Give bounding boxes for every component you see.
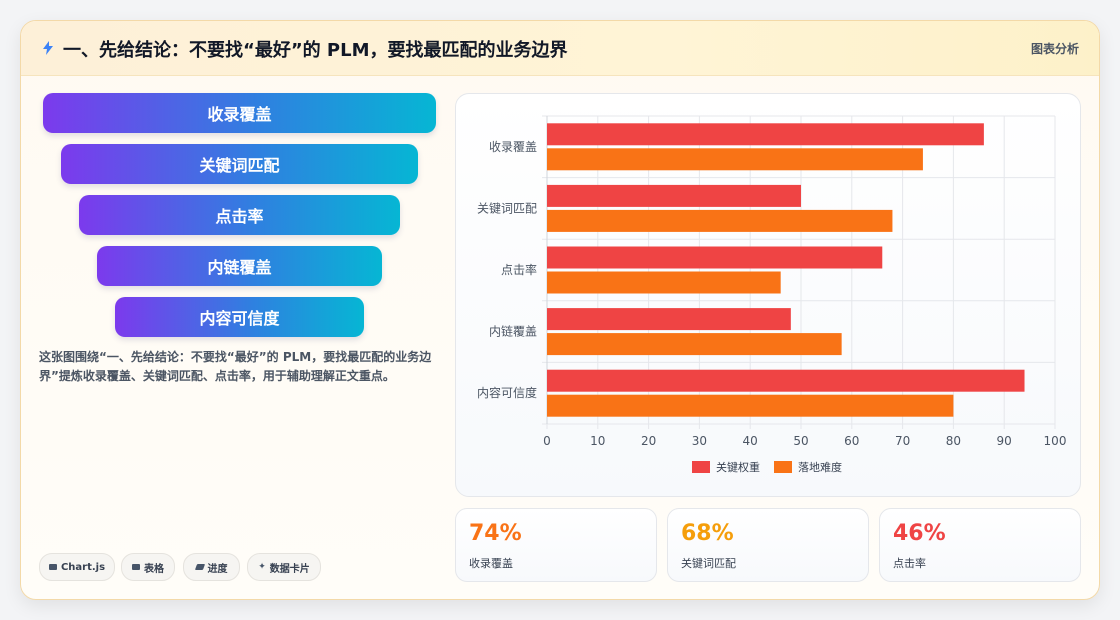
legend-label: 落地难度: [798, 460, 842, 474]
bar-chart-panel: 0 10 20 30 40 50 60 70 80 90 100 收录覆盖关键词匹配点击率内链覆盖内容…: [455, 93, 1081, 497]
funnel-item-3: 点击率: [79, 195, 400, 235]
y-tick-label: 收录覆盖: [489, 140, 537, 154]
chart-analysis-tag: 图表分析: [1030, 42, 1079, 56]
funnel-item-1: 收录覆盖: [43, 93, 436, 133]
sparkle-icon: ✦: [258, 562, 266, 572]
page-title: 一、先给结论：不要找“最好”的 PLM，要找最匹配的业务边界: [63, 40, 568, 61]
legend-swatch: [692, 461, 710, 473]
stat-label: 收录覆盖: [469, 557, 513, 570]
x-tick-label: 100: [1044, 434, 1067, 448]
bar: [547, 271, 781, 294]
chart-icon: [48, 564, 57, 570]
x-tick-label: 50: [793, 434, 808, 448]
stat-label: 点击率: [893, 557, 926, 570]
bar: [547, 308, 791, 331]
stat-card: 74% 收录覆盖: [455, 508, 657, 582]
bar: [547, 123, 984, 146]
bar: [547, 246, 883, 269]
y-tick-label: 内容可信度: [477, 385, 537, 400]
funnel-item-2: 关键词匹配: [61, 144, 418, 184]
table-icon: [132, 564, 140, 570]
x-tick-label: 80: [946, 434, 961, 448]
stat-value: 74%: [469, 521, 522, 546]
stat-card: 68% 关键词匹配: [667, 508, 869, 582]
stat-value: 68%: [681, 521, 734, 546]
bar: [547, 209, 893, 232]
bar: [547, 394, 954, 417]
chip-table[interactable]: 表格: [121, 553, 175, 581]
x-tick-label: 70: [895, 434, 910, 448]
funnel-item-5: 内容可信度: [115, 297, 364, 337]
stat-card: 46% 点击率: [879, 508, 1081, 582]
chart-card: 一、先给结论：不要找“最好”的 PLM，要找最匹配的业务边界 图表分析 收录覆盖…: [20, 20, 1100, 600]
x-tick-label: 30: [692, 434, 707, 448]
x-tick-label: 40: [743, 434, 758, 448]
chip-label: 进度: [207, 563, 228, 575]
progress-icon: [194, 564, 205, 570]
y-tick-label: 关键词匹配: [477, 201, 537, 215]
bar: [547, 333, 842, 356]
bar: [547, 369, 1025, 392]
chart-description: 这张图围绕“一、先给结论：不要找“最好”的 PLM，要找最匹配的业务边界”提炼收…: [39, 350, 432, 383]
legend-label: 关键权重: [716, 460, 760, 474]
funnel-item-4: 内链覆盖: [97, 246, 382, 286]
chip-chartjs[interactable]: Chart.js: [39, 553, 115, 581]
stat-value: 46%: [893, 521, 946, 546]
bar: [547, 148, 923, 171]
chip-label: Chart.js: [60, 561, 106, 573]
y-tick-label: 内链覆盖: [489, 324, 537, 339]
x-tick-label: 0: [543, 434, 551, 448]
y-tick-label: 点击率: [501, 262, 537, 277]
chip-label: 数据卡片: [269, 563, 310, 575]
bar: [547, 184, 801, 207]
stat-label: 关键词匹配: [681, 557, 736, 570]
x-tick-label: 20: [641, 434, 656, 448]
x-tick-label: 10: [590, 434, 605, 448]
legend-swatch: [774, 461, 792, 473]
card-header: 一、先给结论：不要找“最好”的 PLM，要找最匹配的业务边界 图表分析: [21, 21, 1099, 76]
chip-data-card[interactable]: ✦ 数据卡片: [247, 553, 321, 581]
lightning-icon: [43, 41, 53, 55]
x-tick-label: 60: [844, 434, 859, 448]
chip-progress[interactable]: 进度: [183, 553, 240, 581]
x-tick-label: 90: [997, 434, 1012, 448]
chip-label: 表格: [144, 563, 164, 575]
bar-chart: 0 10 20 30 40 50 60 70 80 90 100 收录覆盖关键词匹配点击率内链覆盖内容…: [477, 115, 1067, 474]
